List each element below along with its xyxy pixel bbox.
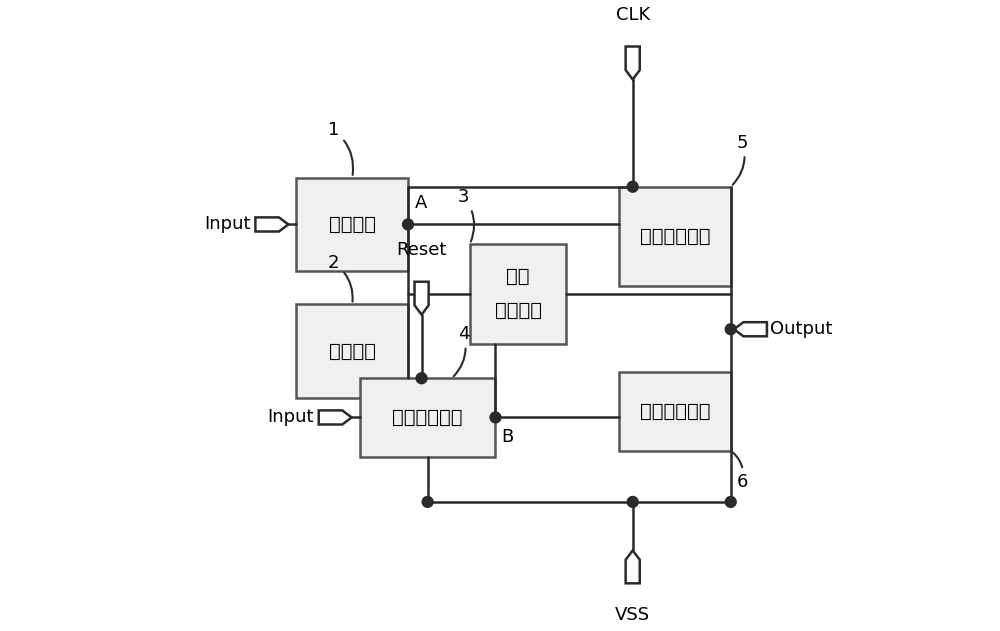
Circle shape bbox=[725, 497, 736, 507]
Text: 5: 5 bbox=[733, 134, 748, 185]
Text: 4: 4 bbox=[454, 325, 469, 376]
Text: 第一输出模块: 第一输出模块 bbox=[640, 227, 710, 246]
Circle shape bbox=[416, 373, 427, 384]
Polygon shape bbox=[626, 550, 640, 583]
Circle shape bbox=[627, 181, 638, 192]
Text: 维持模块: 维持模块 bbox=[495, 301, 542, 320]
FancyBboxPatch shape bbox=[619, 187, 731, 286]
Polygon shape bbox=[415, 281, 429, 315]
Text: Input: Input bbox=[267, 408, 314, 427]
Text: 1: 1 bbox=[328, 121, 353, 175]
Text: Input: Input bbox=[204, 215, 251, 233]
Text: 6: 6 bbox=[733, 452, 748, 491]
Text: A: A bbox=[415, 194, 428, 213]
Text: 电位: 电位 bbox=[506, 268, 530, 286]
Circle shape bbox=[403, 219, 413, 230]
Polygon shape bbox=[626, 47, 640, 80]
FancyBboxPatch shape bbox=[360, 378, 495, 457]
Text: 3: 3 bbox=[458, 188, 474, 242]
FancyBboxPatch shape bbox=[619, 372, 731, 451]
Text: Output: Output bbox=[770, 321, 832, 338]
Text: 输入模块: 输入模块 bbox=[329, 215, 376, 234]
Text: 节点控制模块: 节点控制模块 bbox=[392, 408, 463, 427]
Text: Reset: Reset bbox=[396, 241, 447, 259]
Text: B: B bbox=[502, 428, 514, 446]
Circle shape bbox=[490, 412, 501, 423]
Polygon shape bbox=[255, 217, 288, 232]
FancyBboxPatch shape bbox=[470, 244, 566, 343]
Polygon shape bbox=[734, 322, 767, 336]
Circle shape bbox=[725, 324, 736, 334]
Text: 第二输出模块: 第二输出模块 bbox=[640, 402, 710, 421]
FancyBboxPatch shape bbox=[296, 304, 408, 398]
Text: 2: 2 bbox=[328, 254, 353, 302]
Polygon shape bbox=[319, 410, 352, 425]
Circle shape bbox=[422, 497, 433, 507]
Text: VSS: VSS bbox=[615, 606, 650, 624]
Text: 复位模块: 复位模块 bbox=[329, 341, 376, 360]
Text: CLK: CLK bbox=[616, 6, 650, 23]
Circle shape bbox=[627, 497, 638, 507]
FancyBboxPatch shape bbox=[296, 178, 408, 271]
